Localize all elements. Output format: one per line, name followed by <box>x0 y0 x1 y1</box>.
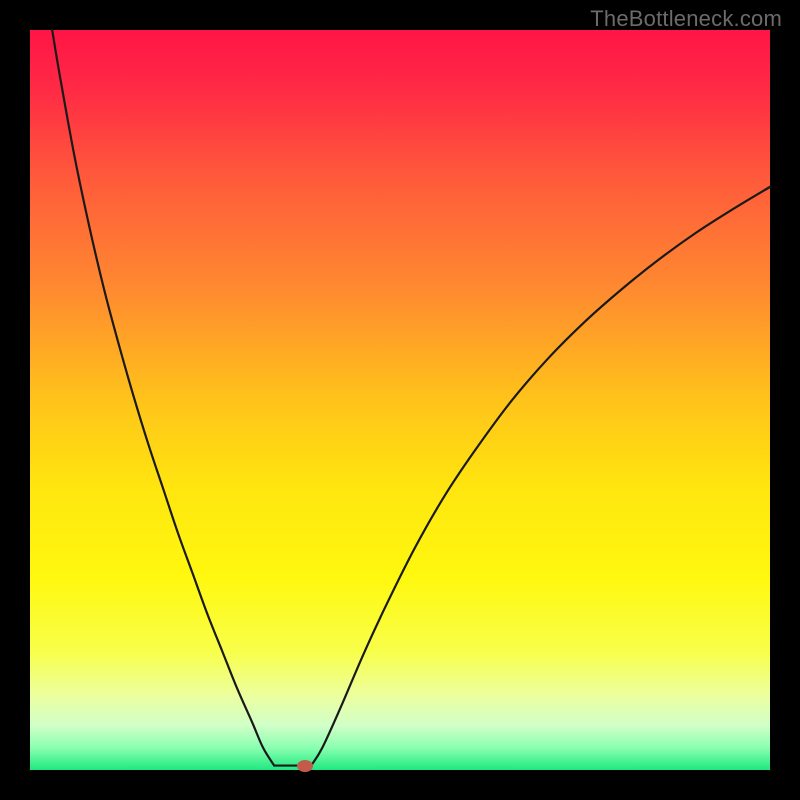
curve-left <box>52 30 274 766</box>
minimum-marker <box>297 760 313 772</box>
bottleneck-chart: TheBottleneck.com <box>0 0 800 800</box>
watermark-text: TheBottleneck.com <box>590 6 782 32</box>
curve-right <box>311 187 770 766</box>
curve-layer <box>0 0 800 800</box>
